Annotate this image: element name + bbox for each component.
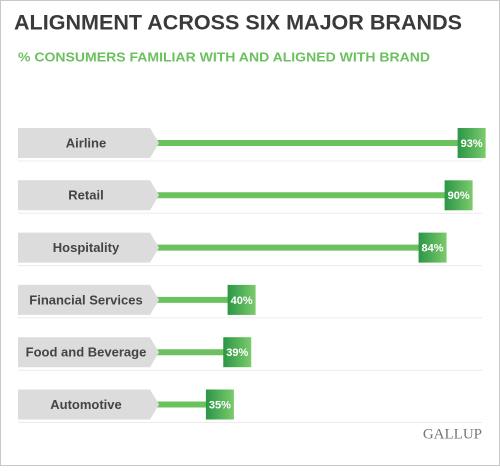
value-badge: [205, 389, 234, 420]
value-label: 93%: [461, 138, 483, 150]
value-badge: [444, 180, 473, 211]
value-badge: [223, 337, 252, 368]
category-box: [18, 389, 159, 420]
category-box: [18, 284, 159, 315]
category-box: [18, 128, 159, 158]
value-label: 90%: [448, 190, 470, 202]
chart-title: ALIGNMENT ACROSS SIX MAJOR BRANDS: [14, 12, 462, 35]
category-box: [18, 337, 159, 368]
category-label: Automotive: [50, 397, 122, 412]
category-label: Food and Beverage: [26, 345, 147, 360]
category-label: Retail: [68, 188, 103, 203]
value-label: 39%: [226, 347, 248, 359]
value-badge: [227, 284, 256, 315]
category-label: Financial Services: [29, 292, 142, 307]
source: GALLUP: [423, 426, 482, 442]
category-box: [18, 180, 159, 211]
category-box: [18, 232, 159, 263]
value-label: 84%: [422, 243, 444, 255]
category-label: Airline: [66, 135, 106, 150]
value-label: 40%: [231, 295, 253, 307]
value-badge: [418, 232, 447, 263]
chart-subtitle: % CONSUMERS FAMILIAR WITH AND ALIGNED WI…: [18, 50, 430, 64]
value-label: 35%: [209, 399, 231, 411]
value-badge: [457, 128, 486, 158]
category-label: Hospitality: [53, 240, 120, 255]
